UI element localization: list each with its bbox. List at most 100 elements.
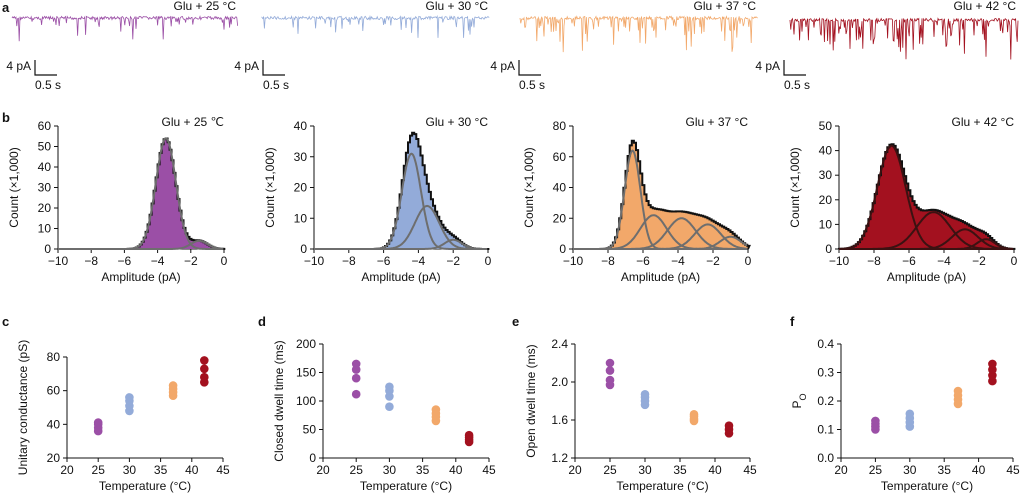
trace-4 [789, 17, 1019, 60]
y-tick-label: 40 [294, 119, 308, 133]
y-tick-label: 50 [819, 119, 833, 133]
scatter-e: 20 25 30 35 40 45 1.2 1.6 2.0 2.4 Temperature (°C)… [524, 337, 757, 493]
x-tick-label: 45 [216, 463, 230, 477]
histogram-2: −10 −8 −6 −4 −2 0 0 10 20 30 40 Amplitude (pA) Count… [263, 115, 492, 284]
y-tick-label: 60 [47, 384, 61, 398]
y-tick-label: 20 [47, 451, 61, 465]
y-tick-label: 80 [553, 119, 567, 133]
histogram-fill [839, 144, 1016, 249]
x-tick-label: 20 [834, 463, 848, 477]
scale-y-label-1: 4 pA [6, 59, 31, 73]
panel-letter-f: f [790, 314, 795, 329]
fit-component-1 [58, 137, 224, 250]
x-tick-label: 20 [316, 463, 330, 477]
y-tick-label: 30 [294, 150, 308, 164]
y-axis-label: Count (×1,000) [522, 147, 536, 227]
y-tick-label: 80 [47, 350, 61, 364]
panel-letter-d: d [258, 314, 266, 329]
x-tick-label: −6 [377, 254, 391, 268]
x-tick-label: −6 [118, 254, 132, 268]
y-tick-label: 150 [296, 366, 316, 380]
y-tick-label: 20 [38, 201, 52, 215]
x-tick-label: 35 [154, 463, 168, 477]
scale-bar-4 [783, 60, 806, 76]
data-point [351, 389, 361, 399]
histogram-outline [58, 137, 226, 250]
scale-x-label-3: 0.5 s [519, 78, 545, 92]
y-tick-label: 50 [303, 423, 317, 437]
x-tick-label: −4 [671, 254, 685, 268]
x-tick-label: −2 [184, 254, 198, 268]
fit-component-2 [58, 239, 224, 250]
x-tick-label: 40 [185, 463, 199, 477]
y-tick-label: 10 [294, 211, 308, 225]
y-tick-label: 1.6 [551, 413, 568, 427]
x-tick-label: 20 [568, 463, 582, 477]
x-axis-label: Temperature (°C) [99, 479, 191, 493]
y-axis-label: Open dwell time (ms) [524, 344, 538, 457]
y-tick-label: 10 [38, 222, 52, 236]
x-tick-label: 0 [221, 254, 228, 268]
x-axis-label: Temperature (°C) [881, 479, 973, 493]
x-tick-label: 45 [743, 463, 757, 477]
trace-title-3: Glu + 37 °C [694, 0, 757, 13]
y-tick-label: 10 [819, 217, 833, 231]
fit-component-3 [314, 238, 488, 250]
data-point [168, 381, 178, 390]
y-tick-label: 30 [819, 168, 833, 182]
x-tick-label: −8 [867, 254, 881, 268]
data-point [464, 430, 474, 440]
data-point [988, 359, 997, 369]
scale-y-label-4: 4 pA [755, 59, 780, 73]
scale-bar-1 [34, 60, 57, 76]
scatter-d: 20 25 30 35 40 45 0 50 100 150 200 Temperature (°C)… [272, 337, 496, 493]
histogram-fill [58, 138, 226, 249]
y-tick-label: 0.0 [817, 451, 834, 465]
trace-3 [519, 15, 758, 53]
y-tick-label: 20 [553, 211, 567, 225]
panel-letter-e: e [512, 314, 519, 329]
x-tick-label: 25 [869, 463, 883, 477]
fit-component-4 [839, 238, 1014, 250]
y-axis-label: Closed dwell time (ms) [272, 340, 286, 461]
data-point [351, 359, 361, 369]
x-tick-label: 45 [1006, 463, 1020, 477]
y-tick-label: 40 [38, 160, 52, 174]
histogram-3: −10 −8 −6 −4 −2 0 0 20 40 60 80 Amplitude (pA) Count… [522, 115, 752, 284]
y-axis-label: PO [790, 393, 808, 408]
y-tick-label: 0.1 [817, 423, 834, 437]
y-tick-label: 0 [300, 242, 307, 256]
y-tick-label: 60 [553, 150, 567, 164]
data-point [200, 372, 209, 382]
x-tick-label: 30 [383, 463, 397, 477]
x-tick-label: 40 [708, 463, 722, 477]
x-tick-label: −8 [342, 254, 356, 268]
x-tick-label: −2 [972, 254, 986, 268]
x-tick-label: 30 [903, 463, 917, 477]
x-tick-label: 25 [92, 463, 106, 477]
y-axis-label-subscript: O [798, 393, 808, 400]
x-tick-label: 35 [938, 463, 952, 477]
data-point [351, 373, 361, 383]
y-tick-label: 0 [825, 242, 832, 256]
y-tick-label: 0.4 [817, 337, 834, 351]
x-tick-label: 40 [449, 463, 463, 477]
scale-y-label-2: 4 pA [234, 59, 259, 73]
y-tick-label: 0 [309, 451, 316, 465]
fit-component-5 [573, 235, 748, 250]
y-tick-label: 100 [296, 394, 316, 408]
scatter-f: 20 25 30 35 40 45 0.0 0.1 0.2 0.3 0.4 Temperature (… [790, 337, 1020, 493]
scale-x-label-2: 0.5 s [263, 78, 289, 92]
x-tick-label: −4 [937, 254, 951, 268]
x-tick-label: −4 [412, 254, 426, 268]
scale-bar-2 [262, 60, 285, 76]
y-tick-label: 0 [44, 242, 51, 256]
x-tick-label: −8 [84, 254, 98, 268]
y-axis-label: Count (×1,000) [263, 147, 277, 227]
trace-1 [11, 15, 238, 42]
x-tick-label: −2 [446, 254, 460, 268]
y-axis-label: Count (×1,000) [7, 147, 21, 227]
x-axis-label: Amplitude (pA) [621, 270, 700, 284]
scatter-c: 20 25 30 35 40 45 20 40 60 80 Temperature (°C) Unit… [16, 340, 230, 493]
